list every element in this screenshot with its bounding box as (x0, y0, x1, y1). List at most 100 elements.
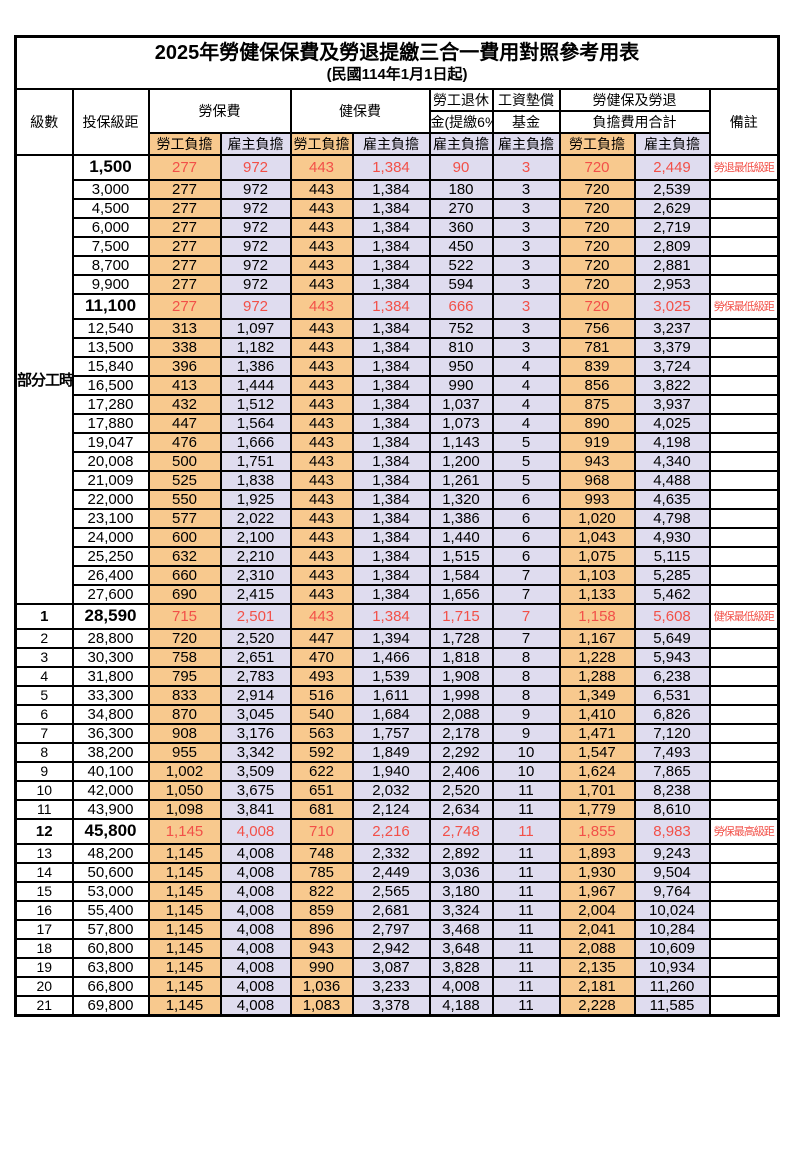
total-employee-cell: 1,471 (558, 722, 636, 744)
wage-fund-employer-cell: 3 (491, 178, 561, 200)
table-row: 22,000 550 1,925 443 1,384 1,320 6 993 4,635 (16, 488, 780, 510)
table-row: 2 28,800 720 2,520 447 1,394 1,728 7 1,167 5,649 (14, 627, 780, 649)
bracket-cell: 34,800 (71, 703, 150, 725)
health-insurance-employer-cell: 1,384 (351, 583, 431, 605)
grade-cell: 11 (14, 798, 74, 820)
bracket-cell: 43,900 (71, 798, 150, 820)
wage-fund-employer-cell: 5 (491, 450, 561, 472)
health-insurance-employee-cell: 443 (289, 273, 354, 295)
labor-insurance-employer-cell: 2,520 (219, 627, 292, 649)
bracket-cell: 69,800 (71, 994, 150, 1016)
table-row: 15,840 396 1,386 443 1,384 950 4 839 3,724 (16, 355, 780, 377)
health-insurance-employee-cell: 443 (289, 374, 354, 396)
health-insurance-employer-cell: 1,384 (351, 292, 431, 320)
grade-cell: 18 (14, 937, 74, 959)
pension-employer-cell: 2,634 (428, 798, 494, 820)
bracket-cell: 45,800 (71, 817, 150, 845)
total-employee-cell: 720 (558, 197, 636, 219)
labor-insurance-employer-cell: 3,841 (219, 798, 292, 820)
header-fund-employer: 雇主負擔 (491, 131, 561, 156)
remark-cell (708, 975, 780, 997)
health-insurance-employer-cell: 3,378 (351, 994, 431, 1016)
total-employee-cell: 2,135 (558, 956, 636, 978)
bracket-cell: 7,500 (71, 235, 150, 257)
health-insurance-employer-cell: 2,681 (351, 899, 431, 921)
labor-insurance-employer-cell: 1,666 (219, 431, 292, 453)
labor-insurance-employer-cell: 4,008 (219, 918, 292, 940)
table-row: 13 48,200 1,145 4,008 748 2,332 2,892 11 1,893 9,… (14, 842, 780, 864)
pension-employer-cell: 2,292 (428, 741, 494, 763)
remark-cell (708, 703, 780, 725)
health-insurance-employee-cell: 651 (289, 779, 354, 801)
labor-insurance-employee-cell: 447 (147, 412, 222, 434)
table-row: 20,008 500 1,751 443 1,384 1,200 5 943 4,340 (16, 450, 780, 472)
health-insurance-employer-cell: 1,539 (351, 665, 431, 687)
table-row: 20 66,800 1,145 4,008 1,036 3,233 4,008 11 2,181… (14, 975, 780, 997)
health-insurance-employee-cell: 443 (289, 393, 354, 415)
health-insurance-employee-cell: 748 (289, 842, 354, 864)
total-employee-cell: 919 (558, 431, 636, 453)
wage-fund-employer-cell: 6 (491, 526, 561, 548)
pension-employer-cell: 1,386 (428, 507, 494, 529)
total-employee-cell: 1,043 (558, 526, 636, 548)
health-insurance-employee-cell: 563 (289, 722, 354, 744)
labor-insurance-employer-cell: 972 (219, 254, 292, 276)
health-insurance-employer-cell: 1,757 (351, 722, 431, 744)
table-row: 3,000 277 972 443 1,384 180 3 720 2,539 (16, 178, 780, 200)
total-employer-cell: 3,025 (633, 292, 711, 320)
labor-insurance-employer-cell: 1,564 (219, 412, 292, 434)
header-labor-insurance: 勞保費 (147, 87, 292, 134)
wage-fund-employer-cell: 10 (491, 741, 561, 763)
health-insurance-employer-cell: 1,384 (351, 488, 431, 510)
labor-insurance-employer-cell: 1,512 (219, 393, 292, 415)
health-insurance-employee-cell: 822 (289, 880, 354, 902)
table-row: 部分工時 1,500 277 972 443 1,384 90 3 720 2,449 勞退最低級距 (14, 153, 780, 605)
bracket-cell: 6,000 (71, 216, 150, 238)
health-insurance-employee-cell: 493 (289, 665, 354, 687)
health-insurance-employer-cell: 1,384 (351, 545, 431, 567)
wage-fund-employer-cell: 11 (491, 994, 561, 1016)
labor-insurance-employer-cell: 4,008 (219, 937, 292, 959)
header-wage-fund-line1: 工資墊償 (491, 87, 561, 112)
total-employer-cell: 6,826 (633, 703, 711, 725)
bracket-cell: 31,800 (71, 665, 150, 687)
bracket-cell: 19,047 (71, 431, 150, 453)
wage-fund-employer-cell: 9 (491, 722, 561, 744)
labor-insurance-employer-cell: 972 (219, 273, 292, 295)
labor-insurance-employee-cell: 632 (147, 545, 222, 567)
labor-insurance-employee-cell: 550 (147, 488, 222, 510)
grade-cell: 8 (14, 741, 74, 763)
header-hi-employer: 雇主負擔 (351, 131, 431, 156)
remark-cell (708, 273, 780, 295)
labor-insurance-employee-cell: 690 (147, 583, 222, 605)
health-insurance-employer-cell: 1,384 (351, 336, 431, 358)
header-bracket: 投保級距 (71, 87, 150, 156)
labor-insurance-employee-cell: 525 (147, 469, 222, 491)
health-insurance-employee-cell: 443 (289, 355, 354, 377)
labor-insurance-employee-cell: 715 (147, 602, 222, 630)
total-employer-cell: 2,719 (633, 216, 711, 238)
pension-employer-cell: 180 (428, 178, 494, 200)
labor-insurance-employee-cell: 277 (147, 292, 222, 320)
wage-fund-employer-cell: 11 (491, 918, 561, 940)
labor-insurance-employee-cell: 1,002 (147, 760, 222, 782)
bracket-cell: 28,590 (71, 602, 150, 630)
pension-employer-cell: 2,178 (428, 722, 494, 744)
health-insurance-employee-cell: 443 (289, 488, 354, 510)
bracket-cell: 60,800 (71, 937, 150, 959)
total-employee-cell: 875 (558, 393, 636, 415)
total-employer-cell: 5,608 (633, 602, 711, 630)
health-insurance-employer-cell: 1,384 (351, 564, 431, 586)
total-employee-cell: 943 (558, 450, 636, 472)
total-employer-cell: 6,238 (633, 665, 711, 687)
wage-fund-employer-cell: 3 (491, 273, 561, 295)
total-employee-cell: 720 (558, 216, 636, 238)
labor-insurance-employee-cell: 338 (147, 336, 222, 358)
health-insurance-employee-cell: 443 (289, 216, 354, 238)
total-employee-cell: 2,088 (558, 937, 636, 959)
total-employee-cell: 720 (558, 235, 636, 257)
total-employer-cell: 5,115 (633, 545, 711, 567)
table-row: 17,280 432 1,512 443 1,384 1,037 4 875 3,937 (16, 393, 780, 415)
labor-insurance-employee-cell: 396 (147, 355, 222, 377)
total-employer-cell: 7,865 (633, 760, 711, 782)
